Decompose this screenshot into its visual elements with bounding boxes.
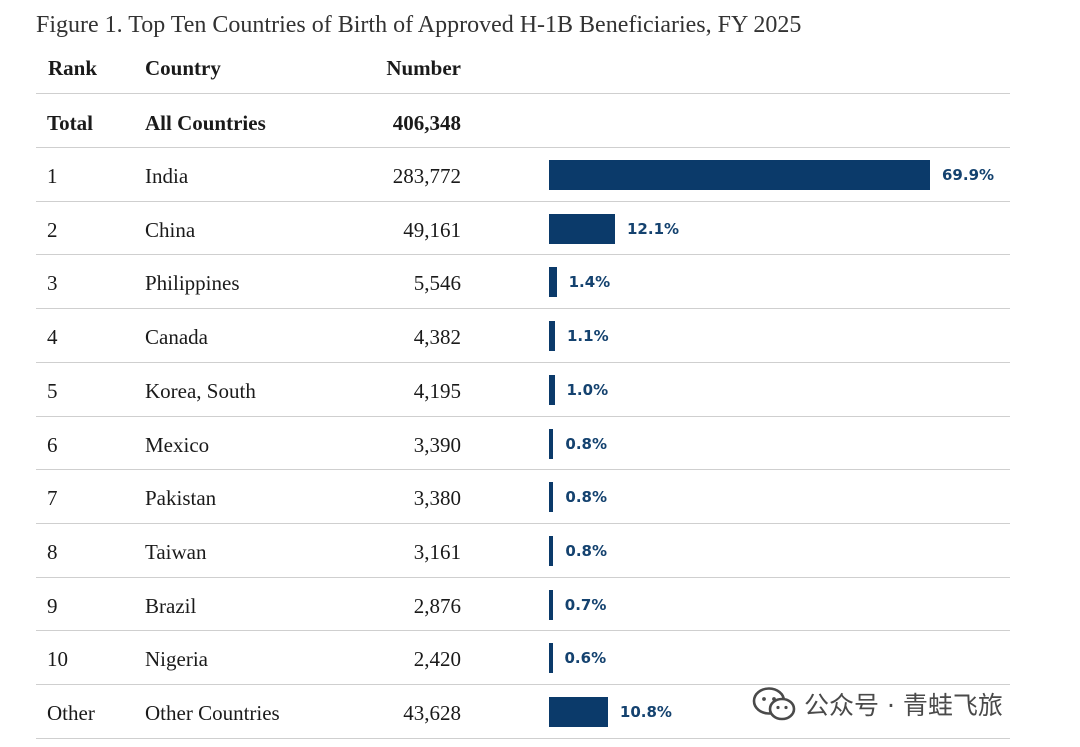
row-country: Nigeria xyxy=(145,647,208,672)
row-divider xyxy=(36,576,1010,578)
row-number: 4,195 xyxy=(413,378,461,403)
row-divider xyxy=(36,361,1010,363)
header-country: Country xyxy=(145,56,221,80)
table-row: 9 Brazil 2,876 0.7% xyxy=(0,579,1080,633)
table-row: 6 Mexico 3,390 0.8% xyxy=(0,418,1080,472)
bar-value-label: 0.7% xyxy=(564,595,607,614)
row-country: Pakistan xyxy=(145,486,217,511)
row-divider xyxy=(36,254,1010,256)
row-divider xyxy=(36,469,1010,471)
bar xyxy=(549,428,554,459)
bar-value-label: 0.8% xyxy=(565,434,607,453)
bar xyxy=(549,374,555,405)
total-row: Total All Countries 406,348 xyxy=(0,96,1080,150)
row-country: Taiwan xyxy=(145,539,207,564)
bar-value-label: 0.8% xyxy=(565,541,607,560)
row-country: Philippines xyxy=(145,271,240,296)
row-divider xyxy=(36,308,1010,310)
watermark-text: 公众号 · 青蛙飞旅 xyxy=(804,691,1003,720)
row-rank: 2 xyxy=(47,217,58,242)
bar-value-label: 69.9% xyxy=(942,166,995,184)
bar-value-label: 1.1% xyxy=(567,327,609,346)
row-rank: 9 xyxy=(47,593,58,618)
row-country: Korea, South xyxy=(145,378,256,403)
row-divider xyxy=(36,684,1010,685)
header-divider xyxy=(36,93,1010,94)
row-number: 3,161 xyxy=(413,539,461,564)
row-rank: Other xyxy=(47,701,95,725)
bar xyxy=(549,213,615,244)
table-row: 8 Taiwan 3,161 0.8% xyxy=(0,525,1080,579)
table-row: 10 Nigeria 2,420 0.6% xyxy=(0,632,1080,686)
bar xyxy=(549,482,554,513)
row-country: Other Countries xyxy=(145,701,280,725)
bar-value-label: 0.8% xyxy=(565,488,607,507)
bar xyxy=(549,160,930,190)
table-row: Other Other Countries 43,628 10.8% xyxy=(0,686,1080,740)
bar xyxy=(549,643,553,674)
row-rank: 8 xyxy=(47,539,58,564)
bar xyxy=(549,535,554,566)
row-divider xyxy=(36,737,1010,739)
row-country: Brazil xyxy=(145,593,197,618)
row-divider xyxy=(36,415,1010,417)
row-rank: 10 xyxy=(47,647,68,672)
bar-value-label: 10.8% xyxy=(619,703,672,721)
bar xyxy=(549,589,553,620)
table-row: 4 Canada 4,382 1.1% xyxy=(0,310,1080,364)
table-row: 7 Pakistan 3,380 0.8% xyxy=(0,471,1080,525)
bar-value-label: 0.6% xyxy=(564,649,607,668)
row-number: 43,628 xyxy=(403,701,461,725)
row-rank: 3 xyxy=(47,271,58,296)
table-row: 1 India 283,772 69.9% xyxy=(0,149,1080,203)
row-number: 3,390 xyxy=(413,432,461,457)
row-number: 2,420 xyxy=(413,647,461,672)
row-country: Mexico xyxy=(145,432,210,457)
row-number: 3,380 xyxy=(413,486,461,511)
header-rank: Rank xyxy=(48,56,98,80)
row-rank: 7 xyxy=(47,486,58,511)
total-country: All Countries xyxy=(145,111,266,135)
total-rank: Total xyxy=(47,111,93,135)
total-number: 406,348 xyxy=(392,111,461,135)
row-rank: 4 xyxy=(47,325,58,350)
table-row: 5 Korea, South 4,195 1.0% xyxy=(0,364,1080,418)
bar-value-label: 1.0% xyxy=(566,380,609,399)
row-number: 283,772 xyxy=(392,164,461,188)
row-country: China xyxy=(145,217,196,242)
row-divider xyxy=(36,630,1010,632)
bar xyxy=(549,267,557,298)
bar xyxy=(549,321,555,352)
row-country: Canada xyxy=(145,325,208,350)
row-rank: 1 xyxy=(47,164,58,188)
bar-value-label: 12.1% xyxy=(627,219,680,238)
row-number: 4,382 xyxy=(413,325,461,350)
bar xyxy=(549,697,608,727)
header-number: Number xyxy=(386,56,461,80)
row-rank: 6 xyxy=(47,432,58,457)
table-row: 3 Philippines 5,546 1.4% xyxy=(0,256,1080,310)
row-country: India xyxy=(145,164,189,188)
watermark: 公众号 · 青蛙飞旅 xyxy=(752,684,1003,724)
bar-value-label: 1.4% xyxy=(568,273,611,292)
row-number: 5,546 xyxy=(413,271,461,296)
figure-title: Figure 1. Top Ten Countries of Birth of … xyxy=(36,12,802,38)
table-row: 2 China 49,161 12.1% xyxy=(0,203,1080,257)
row-divider xyxy=(36,522,1010,524)
row-number: 49,161 xyxy=(403,217,461,242)
row-divider xyxy=(36,147,1010,148)
row-divider xyxy=(36,200,1010,202)
wechat-icon xyxy=(752,687,796,721)
row-rank: 5 xyxy=(47,378,58,403)
row-number: 2,876 xyxy=(413,593,461,618)
